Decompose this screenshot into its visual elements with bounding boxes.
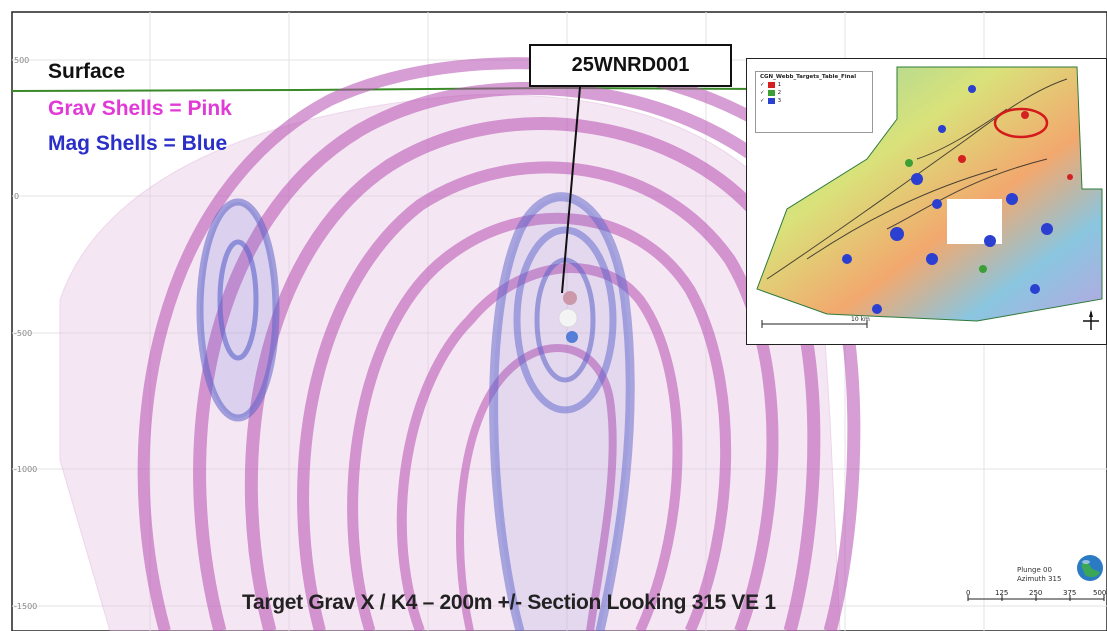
inset-map-canvas: 10 km <box>747 59 1106 344</box>
mag-shell-central-mid <box>513 226 617 414</box>
scale-label-500: 500 <box>1093 589 1107 597</box>
elevation-label-minus-1500: -1500 <box>14 602 38 611</box>
inset-scale-bar <box>761 320 868 328</box>
legend-grav-shells: Grav Shells = Pink <box>48 97 232 120</box>
grav-shell-1 <box>396 263 683 631</box>
inset-legend-title: CGN_Webb_Targets_Table_Final <box>760 74 857 80</box>
inset-scale-label: 10 km <box>851 316 870 323</box>
grav-shell-7 <box>456 344 617 631</box>
north-arrow-icon <box>1083 310 1099 330</box>
mag-shell-left-outer <box>196 198 280 422</box>
drillhole-trace <box>561 86 581 294</box>
inset-legend: CGN_Webb_Targets_Table_Final ✓ 1 ✓ 2 ✓ 3 <box>755 71 873 133</box>
mag-shell-left-inner <box>217 239 259 361</box>
elevation-label-0: 0 <box>14 192 20 201</box>
legend-surface: Surface <box>48 60 126 83</box>
azimuth-label: Azimuth 315 <box>1017 575 1062 583</box>
scale-label-250: 250 <box>1029 589 1043 597</box>
grav-shell-3 <box>297 161 779 631</box>
inset-highlight-ellipse <box>993 107 1049 139</box>
elevation-label-500: 500 <box>14 56 30 65</box>
inset-legend-item-2: ✓ 2 <box>760 90 782 96</box>
section-caption: Target Grav X / K4 – 200m +/- Section Lo… <box>242 591 776 614</box>
globe-icon <box>1077 555 1103 581</box>
grav-shell-4 <box>244 117 821 631</box>
inset-legend-item-1: ✓ 1 <box>760 82 782 88</box>
drillhole-label: 25WNRD001 <box>529 44 732 87</box>
grav-shell-2 <box>347 212 732 631</box>
view-orientation: Plunge 00 Azimuth 315 <box>1017 566 1061 584</box>
grav-shell-5 <box>193 82 861 631</box>
mag-shells <box>196 192 635 631</box>
inset-legend-item-3: ✓ 3 <box>760 98 782 104</box>
scale-bar <box>967 595 1105 601</box>
target-core <box>558 291 578 343</box>
scale-label-125: 125 <box>995 589 1009 597</box>
elevation-label-minus-1000: -1000 <box>14 465 38 474</box>
inset-map: 10 km CGN_Webb_Targets_Table_Final ✓ 1 ✓ 2… <box>746 58 1107 345</box>
elevation-label-minus-500: -500 <box>14 329 33 338</box>
scale-label-0: 0 <box>966 589 971 597</box>
legend-mag-shells: Mag Shells = Blue <box>48 132 228 155</box>
scale-label-375: 375 <box>1063 589 1077 597</box>
plunge-label: Plunge 00 <box>1017 566 1052 574</box>
grav-shells <box>137 57 861 631</box>
grav-shell-6 <box>137 57 845 631</box>
inset-targets <box>842 85 1073 314</box>
